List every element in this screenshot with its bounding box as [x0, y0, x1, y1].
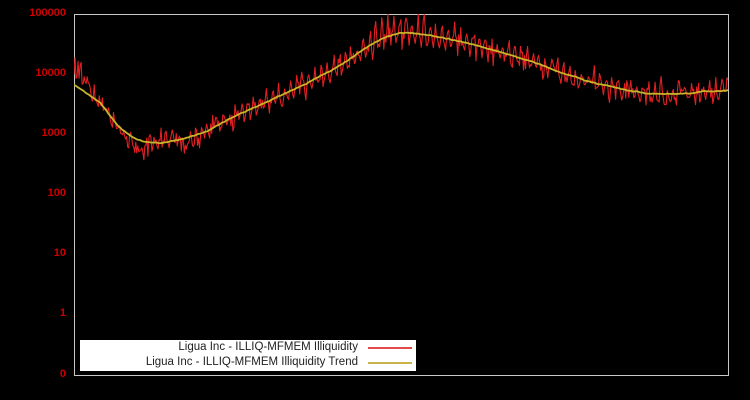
- y-axis-tick-label: 100000: [29, 7, 66, 19]
- chart-legend: Ligua Inc - ILLIQ-MFMEM Illiquidity Ligua…: [80, 340, 416, 371]
- legend-item-label: Ligua Inc - ILLIQ-MFMEM Illiquidity Tren…: [145, 356, 358, 368]
- legend-item[interactable]: Ligua Inc - ILLIQ-MFMEM Illiquidity Tren…: [80, 355, 416, 370]
- legend-item-label: Ligua Inc - ILLIQ-MFMEM Illiquidity: [178, 341, 358, 353]
- y-axis-tick-label: 1000: [41, 127, 66, 139]
- plot-area: [74, 14, 729, 376]
- y-axis-tick-label: 100: [47, 187, 66, 199]
- y-axis-tick-label: 1: [59, 307, 66, 319]
- legend-item[interactable]: Ligua Inc - ILLIQ-MFMEM Illiquidity: [80, 340, 416, 355]
- legend-color-swatch: [368, 361, 412, 364]
- y-axis-tick-label: 0: [59, 368, 66, 380]
- y-axis-tick-label: 10: [53, 247, 66, 259]
- plot-frame: [74, 14, 729, 376]
- series-layer: [74, 14, 728, 161]
- legend-color-swatch: [368, 346, 412, 349]
- y-axis-tick-label: 10000: [35, 67, 66, 79]
- series-line-illiquidity-trend: [74, 31, 728, 145]
